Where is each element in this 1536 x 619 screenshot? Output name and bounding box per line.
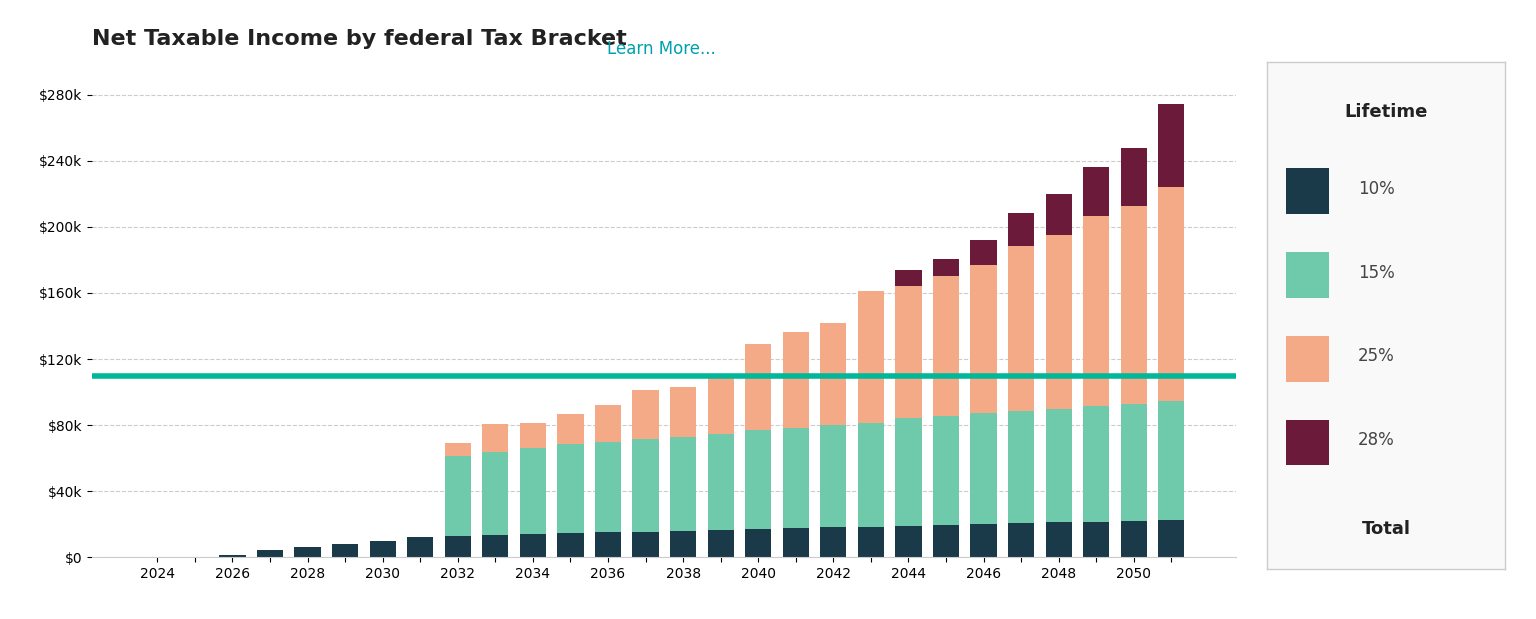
Text: Total: Total (1362, 520, 1410, 538)
Bar (783, 528, 809, 557)
Bar (1008, 523, 1034, 557)
Bar (971, 265, 997, 413)
Bar (519, 448, 545, 534)
Bar (1083, 216, 1109, 406)
Bar (1083, 167, 1109, 216)
FancyBboxPatch shape (1286, 336, 1329, 382)
Bar (895, 418, 922, 526)
Bar (370, 540, 396, 557)
Bar (558, 533, 584, 557)
Bar (1158, 520, 1184, 557)
Bar (558, 444, 584, 533)
Text: 28%: 28% (1358, 431, 1395, 449)
Bar (519, 423, 545, 448)
Bar (670, 387, 696, 436)
Bar (708, 434, 734, 530)
Bar (820, 322, 846, 425)
Bar (444, 535, 472, 557)
Bar (971, 524, 997, 557)
Bar (482, 535, 508, 557)
Bar (783, 428, 809, 528)
Text: Learn More...: Learn More... (607, 40, 716, 58)
Bar (332, 544, 358, 557)
Bar (633, 532, 659, 557)
Bar (295, 547, 321, 557)
Bar (932, 416, 958, 525)
Bar (1008, 246, 1034, 411)
Bar (708, 530, 734, 557)
Bar (1121, 521, 1147, 557)
Bar (745, 430, 771, 529)
Bar (1121, 206, 1147, 404)
Bar (594, 405, 621, 441)
Text: 10%: 10% (1358, 180, 1395, 198)
Bar (558, 414, 584, 444)
Bar (820, 527, 846, 557)
Text: 15%: 15% (1358, 264, 1395, 282)
Bar (745, 344, 771, 430)
Bar (783, 332, 809, 428)
FancyBboxPatch shape (1286, 168, 1329, 214)
Bar (1158, 104, 1184, 186)
Bar (1046, 522, 1072, 557)
Bar (633, 389, 659, 439)
Bar (1121, 404, 1147, 521)
Bar (745, 529, 771, 557)
Bar (444, 443, 472, 456)
Bar (220, 555, 246, 557)
Bar (895, 270, 922, 287)
Bar (895, 526, 922, 557)
Bar (1046, 194, 1072, 235)
Bar (1008, 411, 1034, 523)
Bar (820, 425, 846, 527)
Bar (971, 413, 997, 524)
Bar (670, 530, 696, 557)
Bar (1083, 522, 1109, 557)
Bar (1046, 235, 1072, 409)
Bar (932, 525, 958, 557)
Bar (519, 534, 545, 557)
Bar (857, 290, 885, 423)
FancyBboxPatch shape (1286, 253, 1329, 298)
Bar (1121, 148, 1147, 206)
Bar (857, 527, 885, 557)
Text: Lifetime: Lifetime (1344, 103, 1428, 121)
Bar (1008, 213, 1034, 246)
Text: 25%: 25% (1358, 347, 1395, 365)
Text: Net Taxable Income by federal Tax Bracket: Net Taxable Income by federal Tax Bracke… (92, 29, 627, 50)
Bar (670, 436, 696, 530)
Bar (482, 424, 508, 452)
Bar (594, 532, 621, 557)
Bar (708, 376, 734, 434)
Bar (407, 537, 433, 557)
Bar (594, 441, 621, 532)
FancyBboxPatch shape (1286, 420, 1329, 465)
Bar (971, 240, 997, 265)
Bar (932, 275, 958, 416)
Bar (1158, 401, 1184, 520)
Bar (444, 456, 472, 535)
Bar (1046, 409, 1072, 522)
Bar (857, 423, 885, 527)
Bar (482, 452, 508, 535)
Bar (1158, 186, 1184, 401)
Bar (257, 550, 283, 557)
Bar (895, 287, 922, 418)
Bar (1083, 406, 1109, 522)
Bar (633, 439, 659, 532)
Bar (932, 259, 958, 275)
